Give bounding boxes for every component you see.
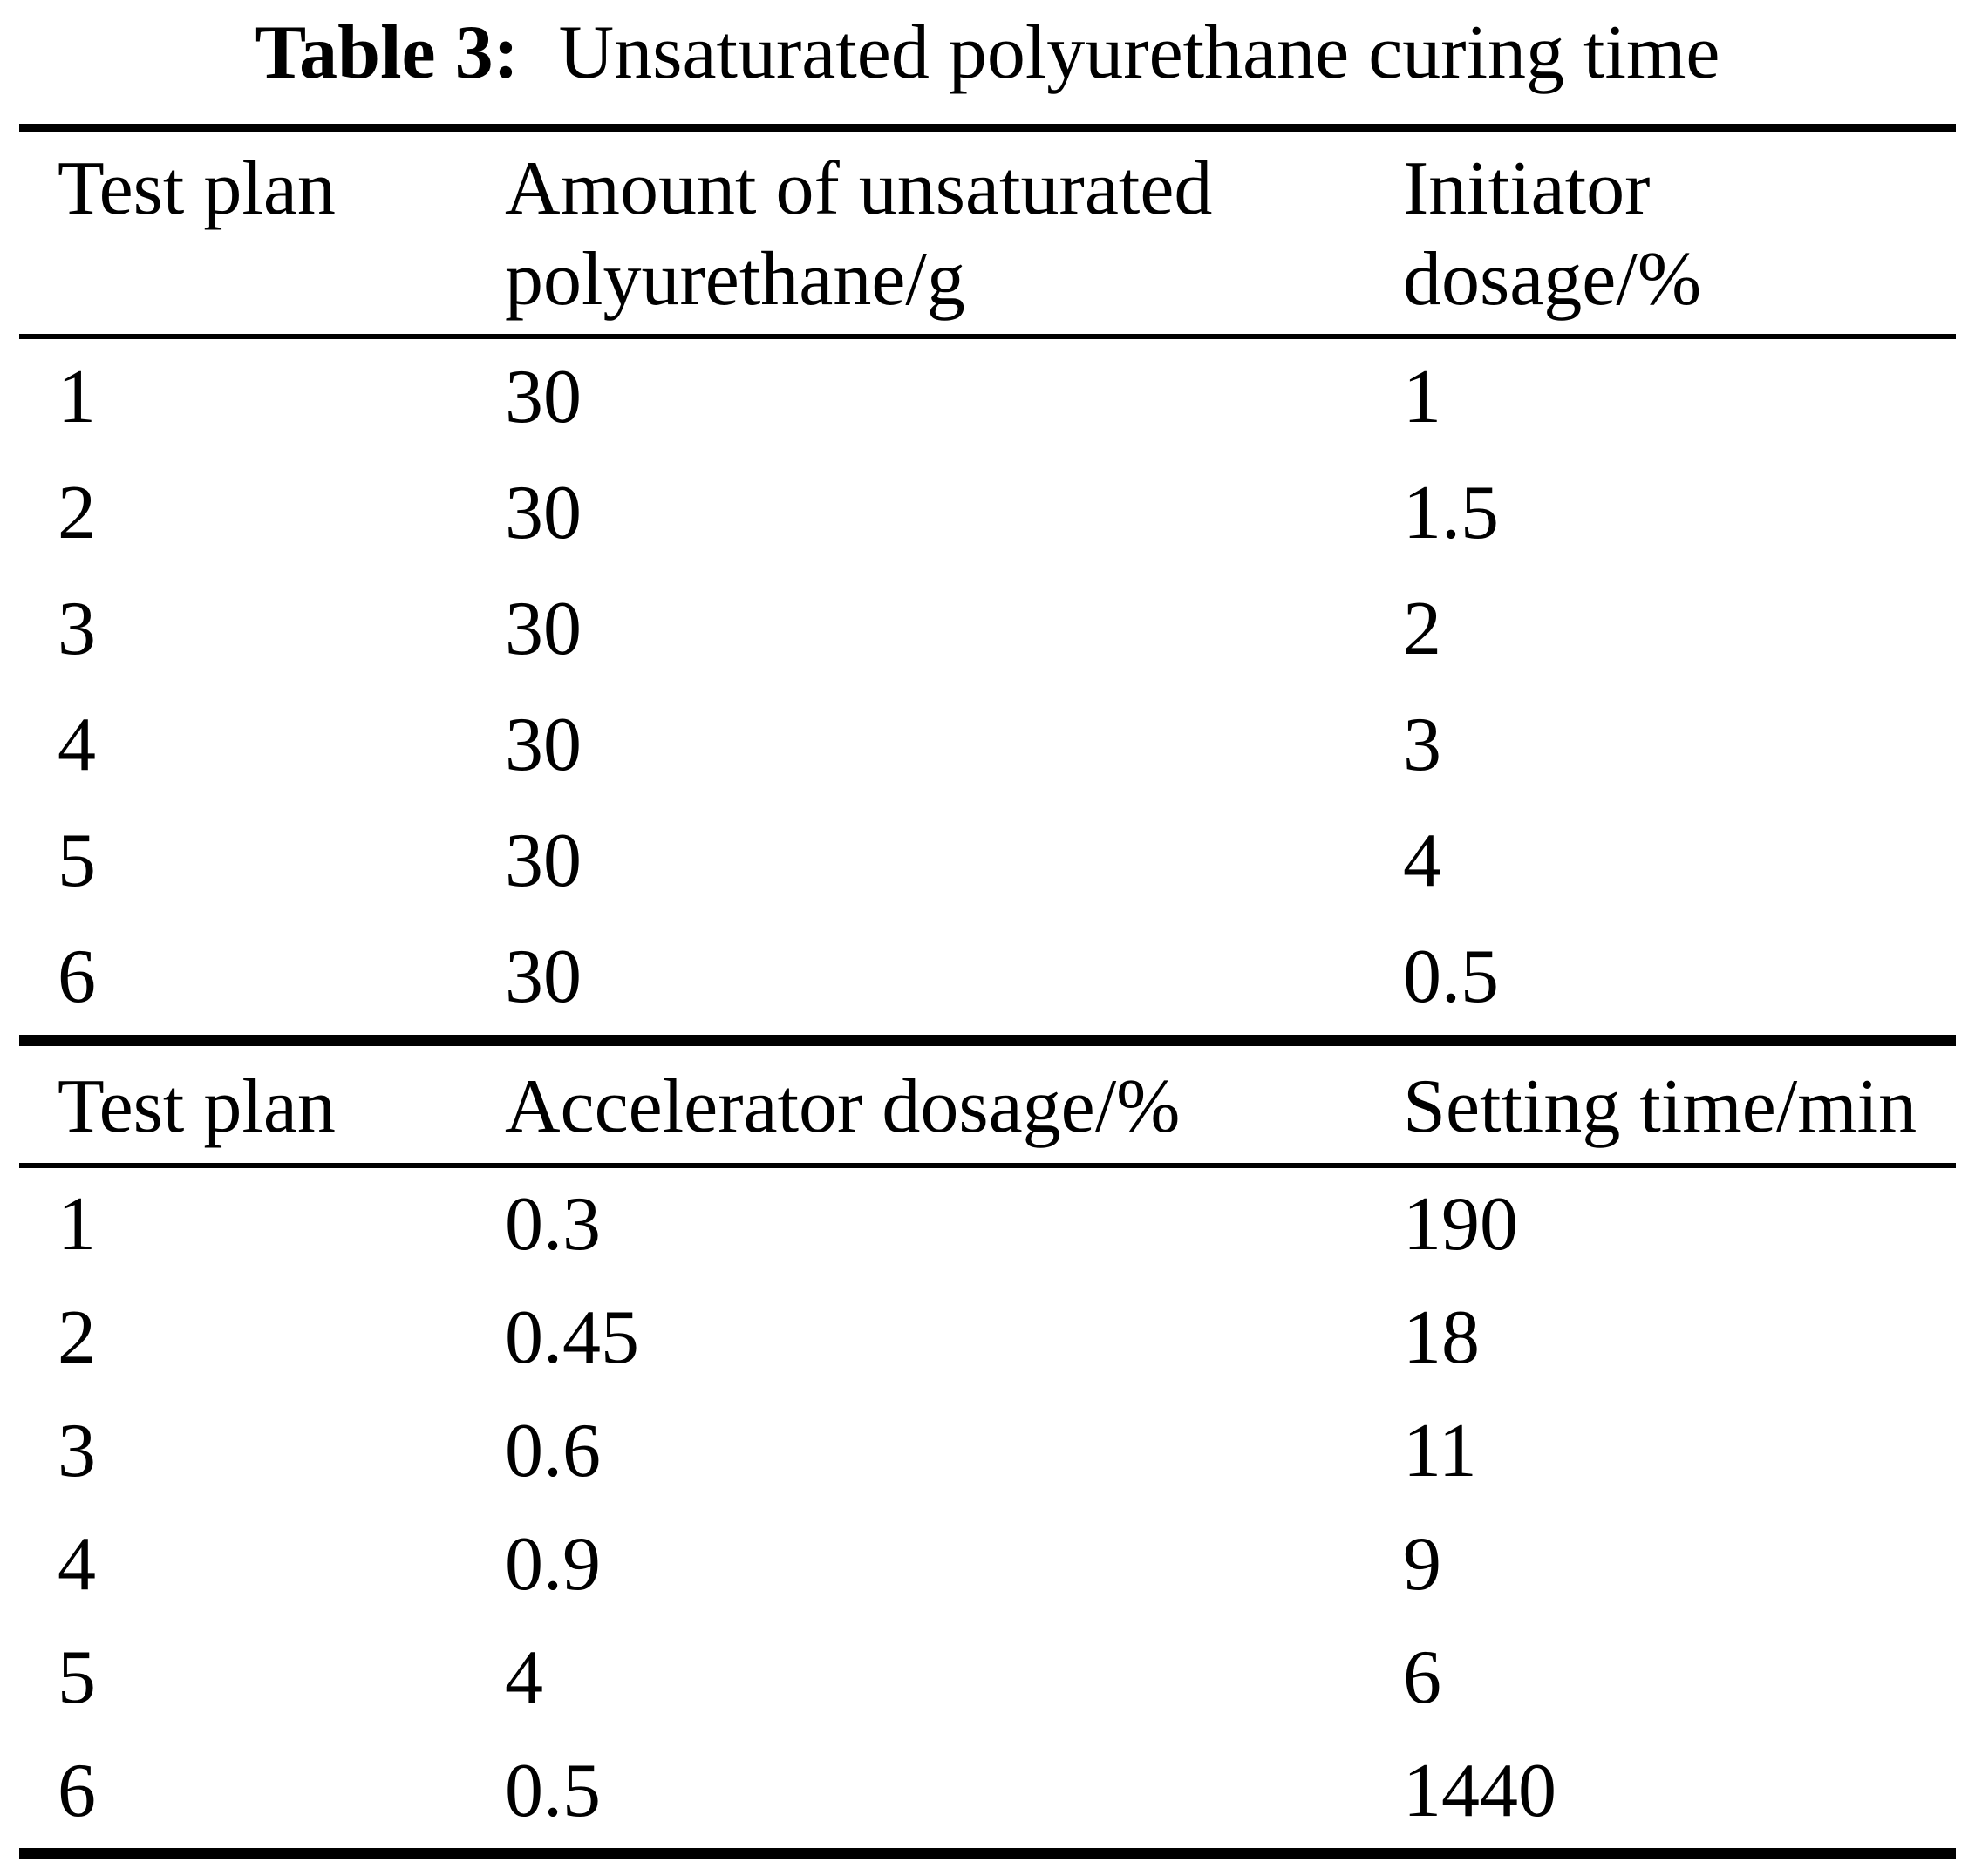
cell-test-plan: 2 — [58, 1295, 96, 1380]
cell-test-plan: 5 — [58, 819, 96, 903]
table-row: 3 30 2 — [19, 571, 1956, 687]
table-title-text: Unsaturated polyurethane curing time — [558, 10, 1720, 95]
cell-setting-time: 11 — [1403, 1409, 1477, 1493]
cell-test-plan: 6 — [58, 935, 96, 1019]
header-rule-curing — [19, 1163, 1956, 1168]
header-row-curing: Test plan Accelerator dosage/% Setting t… — [19, 1046, 1956, 1163]
cell-setting-time: 190 — [1403, 1182, 1518, 1267]
header-test-plan: Test plan — [58, 146, 336, 231]
cell-accelerator: 0.3 — [505, 1182, 601, 1267]
cell-test-plan: 4 — [58, 1522, 96, 1607]
cell-initiator: 1.5 — [1403, 471, 1499, 555]
cell-amount: 30 — [505, 587, 582, 671]
cell-accelerator: 4 — [505, 1635, 543, 1720]
subtable-curing-results: Test plan Accelerator dosage/% Setting t… — [19, 1046, 1956, 1848]
header-setting-time: Setting time/min — [1403, 1064, 1917, 1149]
cell-test-plan: 3 — [58, 587, 96, 671]
cell-test-plan: 3 — [58, 1409, 96, 1493]
table-row: 4 30 3 — [19, 687, 1956, 803]
cell-initiator: 4 — [1403, 819, 1441, 903]
cell-amount: 30 — [505, 703, 582, 787]
subtable-formulation: Test plan Amount of unsaturated polyuret… — [19, 132, 1956, 1035]
cell-setting-time: 18 — [1403, 1295, 1480, 1380]
header-rule-formulation — [19, 334, 1956, 339]
cell-setting-time: 6 — [1403, 1635, 1441, 1720]
cell-setting-time: 9 — [1403, 1522, 1441, 1607]
header-test-plan: Test plan — [58, 1064, 336, 1149]
table-row: 6 0.5 1440 — [19, 1735, 1956, 1848]
table-row: 2 0.45 18 — [19, 1281, 1956, 1395]
cell-setting-time: 1440 — [1403, 1749, 1556, 1833]
cell-initiator: 2 — [1403, 587, 1441, 671]
table-row: 6 30 0.5 — [19, 919, 1956, 1035]
cell-accelerator: 0.9 — [505, 1522, 601, 1607]
header-initiator-dosage: Initiator dosage/% — [1403, 146, 1702, 322]
table-title: Table 3: Unsaturated polyurethane curing … — [0, 0, 1975, 99]
bottom-rule — [19, 1848, 1956, 1859]
cell-test-plan: 1 — [58, 1182, 96, 1267]
middle-separator-rule — [19, 1035, 1956, 1046]
table-row: 5 4 6 — [19, 1621, 1956, 1735]
cell-initiator: 3 — [1403, 703, 1441, 787]
table-row: 5 30 4 — [19, 803, 1956, 919]
cell-test-plan: 2 — [58, 471, 96, 555]
table-row: 3 0.6 11 — [19, 1395, 1956, 1508]
cell-initiator: 0.5 — [1403, 935, 1499, 1019]
cell-test-plan: 4 — [58, 703, 96, 787]
table-row: 1 0.3 190 — [19, 1168, 1956, 1281]
cell-amount: 30 — [505, 935, 582, 1019]
table-row: 1 30 1 — [19, 339, 1956, 455]
cell-amount: 30 — [505, 819, 582, 903]
cell-amount: 30 — [505, 355, 582, 439]
cell-test-plan: 5 — [58, 1635, 96, 1720]
table-number-label: Table 3: — [255, 10, 519, 95]
cell-accelerator: 0.5 — [505, 1749, 601, 1833]
table-row: 2 30 1.5 — [19, 455, 1956, 571]
cell-accelerator: 0.45 — [505, 1295, 639, 1380]
cell-test-plan: 1 — [58, 355, 96, 439]
table-body: Test plan Amount of unsaturated polyuret… — [19, 124, 1956, 1859]
cell-accelerator: 0.6 — [505, 1409, 601, 1493]
top-rule — [19, 124, 1956, 132]
cell-initiator: 1 — [1403, 355, 1441, 439]
cell-amount: 30 — [505, 471, 582, 555]
header-row-formulation: Test plan Amount of unsaturated polyuret… — [19, 132, 1956, 334]
header-amount-polyurethane: Amount of unsaturated polyurethane/g — [505, 146, 1213, 322]
header-accelerator-dosage: Accelerator dosage/% — [505, 1064, 1181, 1149]
cell-test-plan: 6 — [58, 1749, 96, 1833]
table-row: 4 0.9 9 — [19, 1508, 1956, 1621]
